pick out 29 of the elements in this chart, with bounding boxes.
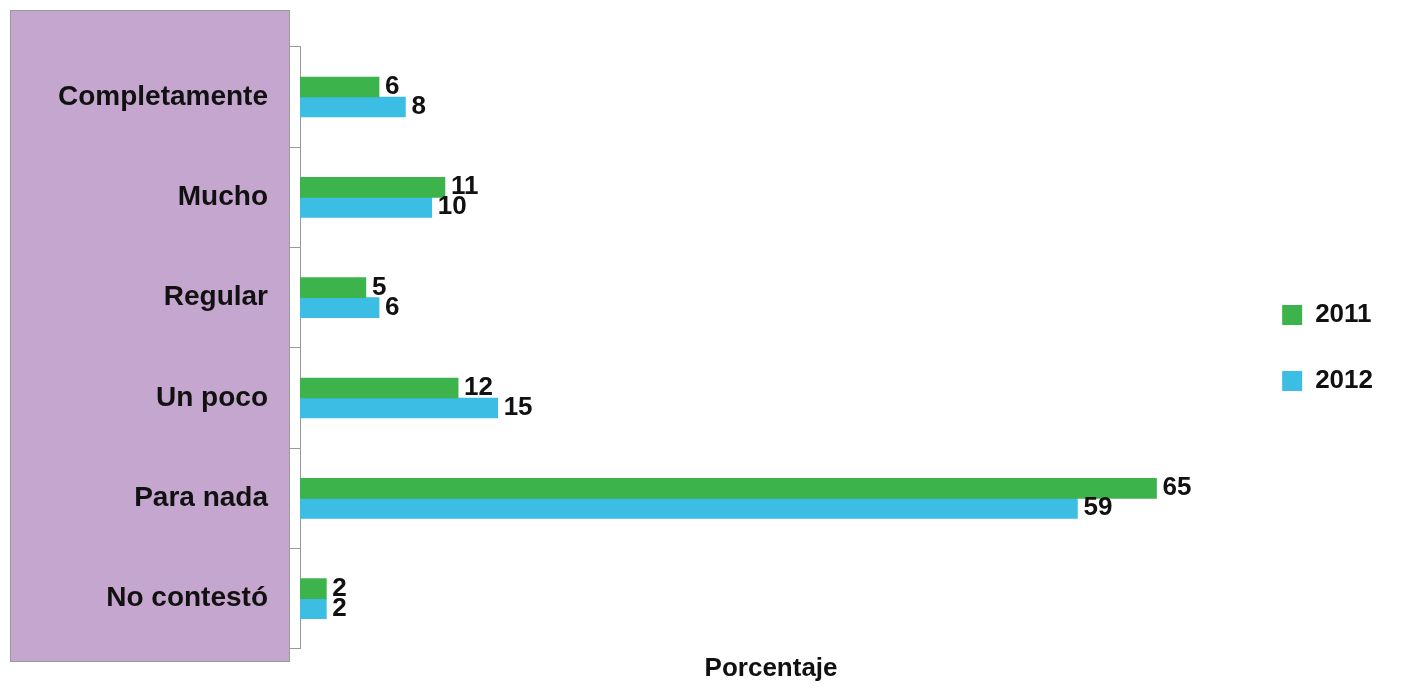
bar [300,297,380,318]
y-tick-label: No contestó [106,581,268,613]
bar [300,377,459,399]
y-tick-label: Regular [163,280,269,312]
data-label: 5 [371,270,387,301]
bar [300,76,380,98]
y-tick-label: Completamente [57,79,268,111]
data-label: 8 [411,90,426,121]
bar [300,397,498,419]
bar [300,196,433,218]
bar [300,277,367,298]
y-tick-label: Para nada [134,481,269,513]
bar [300,497,1078,519]
data-label: 65 [1162,471,1192,502]
data-label: 6 [385,70,400,101]
bar [300,96,406,118]
bar [300,578,327,599]
data-label: 59 [1083,491,1113,522]
bar [300,598,327,619]
bar [300,176,446,198]
data-label: 6 [385,290,400,321]
data-label: 12 [464,371,494,402]
bar [300,477,1157,499]
x-axis-title: Porcentaje [704,651,838,682]
data-label: 15 [503,391,533,422]
y-tick-label: Mucho [177,180,268,212]
y-tick-label: Un poco [156,380,268,412]
legend-label: 2011 [1315,298,1372,329]
legend-label: 2012 [1315,364,1373,395]
